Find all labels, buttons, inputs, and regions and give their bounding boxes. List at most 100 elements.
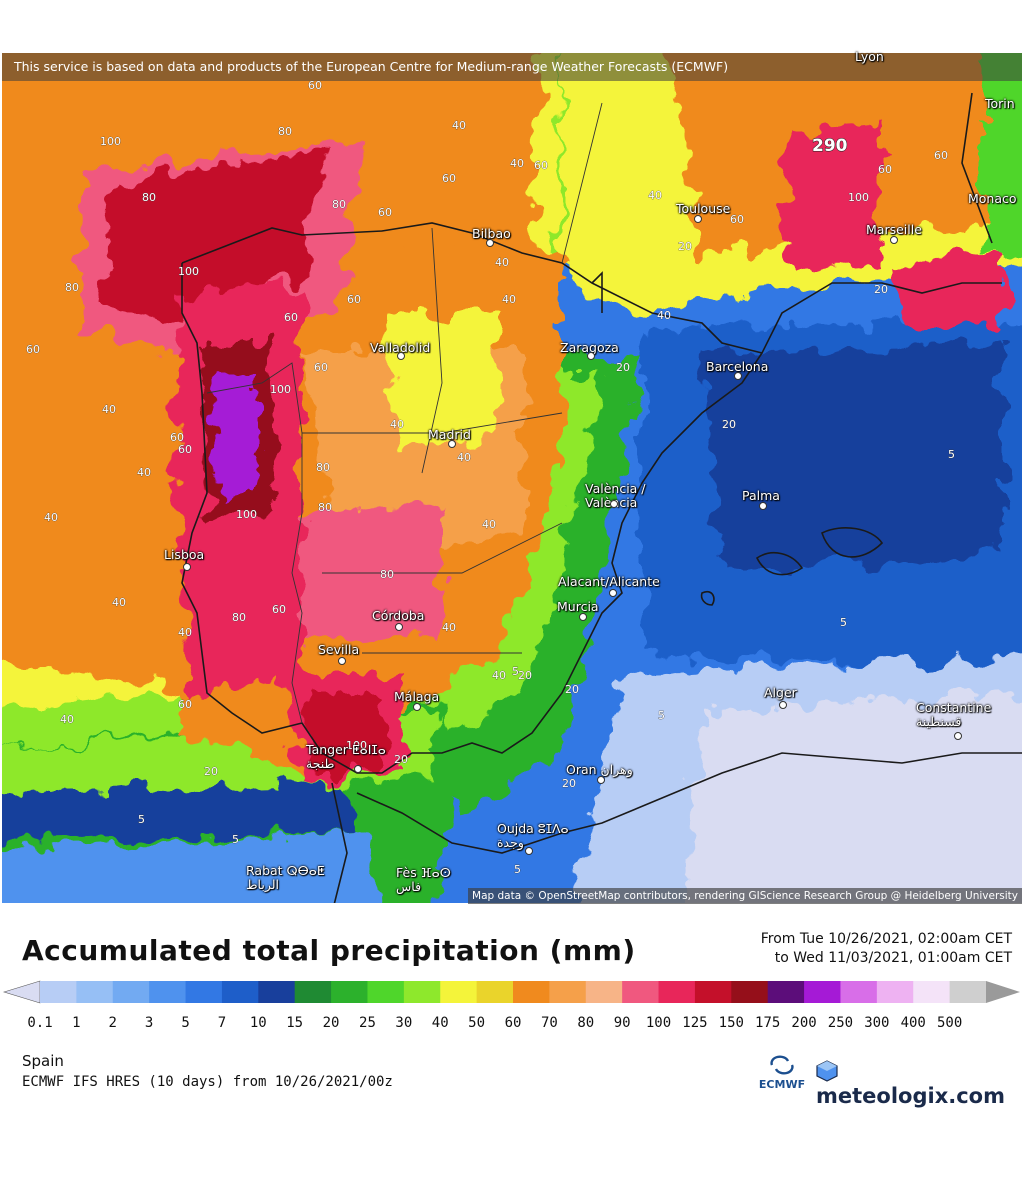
city-label-lisboa: Lisboa [164,547,205,562]
city-label-palma: Palma [742,488,780,503]
svg-text:40: 40 [510,157,524,170]
scale-tick-label: 80 [577,1015,595,1031]
svg-text:60: 60 [272,603,286,616]
svg-text:40: 40 [390,418,404,431]
svg-text:5: 5 [512,665,519,678]
city-label-oujda: Oujda ⵓⵊⴷⴰ وجدة [497,821,569,850]
precipitation-map: 60 80 100 80 80 60 40 60 40 40 40 40 40 60 20 5 … [2,53,1022,903]
meteologix-brand[interactable]: meteologix.com [816,1060,1024,1108]
osm-attribution: Map data © OpenStreetMap contributors, r… [468,888,1022,904]
city-marker-constantine [954,732,962,740]
scale-tick-label: 1 [72,1015,81,1031]
scale-tick-label: 2 [108,1015,117,1031]
coastline [181,92,1022,903]
city-marker-barcelona [734,372,742,380]
forecast-period: From Tue 10/26/2021, 02:00am CET to Wed … [761,930,1012,968]
city-marker-alicante [609,589,617,597]
svg-text:20: 20 [204,765,218,778]
svg-text:60: 60 [378,206,392,219]
scale-swatch [913,981,951,1003]
city-label-malaga: Málaga [394,689,440,704]
svg-text:40: 40 [137,466,151,479]
city-marker-murcia [579,613,587,621]
svg-text:40: 40 [657,309,671,322]
svg-text:60: 60 [178,698,192,711]
scale-tick-label: 90 [613,1015,631,1031]
scale-swatch [694,981,732,1003]
svg-text:100: 100 [236,508,257,521]
svg-text:20: 20 [616,361,630,374]
ecmwf-logo: ECMWF [756,1055,808,1091]
svg-text:60: 60 [170,431,184,444]
scale-swatch [622,981,660,1003]
svg-text:5: 5 [232,833,239,846]
scale-tick-label: 150 [718,1015,744,1031]
city-marker-bilbao [486,239,494,247]
svg-text:40: 40 [482,518,496,531]
city-marker-valladolid [397,352,405,360]
scale-tick-label: 10 [249,1015,267,1031]
svg-text:20: 20 [678,240,692,253]
svg-text:60: 60 [308,79,322,92]
region-label: Spain [22,1052,64,1070]
svg-text:40: 40 [648,189,662,202]
color-scale-bar [2,980,1020,1004]
scale-swatch [767,981,805,1003]
scale-swatch [258,981,296,1003]
city-marker-palma [759,502,767,510]
city-label-tanger: Tanger ⵟⴰⵏⵊⴰ طنجة [306,742,386,771]
svg-text:100: 100 [270,383,291,396]
city-marker-zaragoza [587,352,595,360]
scale-swatch [585,981,623,1003]
svg-text:40: 40 [112,596,126,609]
city-label-constantine: Constantine قسنطينة [916,700,992,729]
scale-swatch [840,981,878,1003]
city-label-madrid: Madrid [428,427,471,442]
scale-swatch [403,981,441,1003]
city-label-zaragoza: Zaragoza [560,340,619,355]
svg-text:60: 60 [284,311,298,324]
scale-tick-label: 25 [359,1015,376,1031]
scale-swatch [331,981,368,1003]
model-run-label: ECMWF IFS HRES (10 days) from 10/26/2021… [22,1074,393,1090]
city-marker-madrid [448,440,456,448]
svg-text:60: 60 [878,163,892,176]
scale-swatch [476,981,514,1003]
ecmwf-logo-icon [770,1055,794,1075]
scale-overflow-arrow [986,981,1020,1003]
svg-text:40: 40 [102,403,116,416]
ecmwf-credit-banner: This service is based on data and produc… [2,53,1022,81]
peak-value-label: 290 [812,136,848,156]
city-marker-oujda [525,847,533,855]
city-label-bilbao: Bilbao [472,226,511,241]
city-label-monaco: Monaco [968,191,1017,206]
svg-text:80: 80 [278,125,292,138]
scale-tick-label: 500 [936,1015,963,1031]
svg-text:20: 20 [874,283,888,296]
svg-text:80: 80 [380,568,394,581]
svg-text:5: 5 [514,863,521,876]
svg-text:40: 40 [452,119,466,132]
svg-text:40: 40 [495,256,509,269]
svg-text:100: 100 [178,265,199,278]
scale-swatch [949,981,987,1003]
svg-text:40: 40 [178,626,192,639]
city-label-alicante: Alacant/Alicante [558,574,660,589]
scale-swatch [221,981,259,1003]
scale-swatch [76,981,114,1003]
svg-text:40: 40 [492,669,506,682]
admin-borders [206,102,603,724]
city-label-toulouse: Toulouse [676,201,731,216]
svg-text:40: 40 [60,713,74,726]
city-label-murcia: Murcia [557,599,599,614]
city-marker-oran [597,776,605,784]
scale-swatch [731,981,769,1003]
svg-text:80: 80 [318,501,332,514]
city-marker-malaga [413,703,421,711]
svg-text:60: 60 [26,343,40,356]
scale-tick-label: 60 [504,1015,522,1031]
svg-text:100: 100 [346,739,367,752]
svg-text:80: 80 [316,461,330,474]
